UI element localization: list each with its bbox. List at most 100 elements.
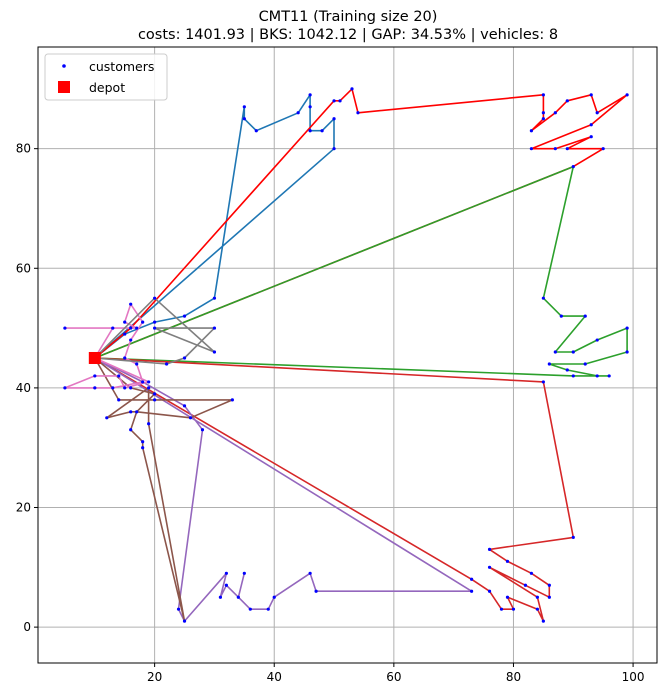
customer-point (487, 547, 492, 551)
depot-marker-group (88, 351, 101, 364)
customer-point (535, 607, 539, 611)
customer-point (93, 386, 97, 390)
customer-point (541, 619, 545, 623)
customer-point (135, 326, 139, 330)
customer-point (511, 607, 516, 611)
customer-point (625, 350, 629, 354)
route-line-1 (94, 94, 335, 359)
customer-point (176, 607, 181, 611)
customer-point (254, 129, 258, 133)
customer-point (200, 428, 205, 432)
legend-customers-label: customers (89, 59, 154, 74)
customer-point (571, 535, 575, 540)
customer-point (308, 105, 312, 109)
customer-point (272, 595, 276, 599)
customer-point (547, 595, 551, 599)
customer-point (93, 374, 97, 378)
customer-point (182, 404, 187, 408)
customer-point (147, 386, 151, 390)
customer-point (332, 99, 336, 103)
legend: customers depot (44, 53, 168, 101)
customer-point (242, 571, 246, 575)
customer-point (230, 398, 234, 402)
customer-point (308, 571, 312, 575)
customer-point (487, 565, 492, 569)
customer-point (182, 314, 187, 318)
customer-point (111, 386, 115, 390)
x-tick-label: 40 (267, 670, 282, 684)
customer-point (135, 410, 139, 414)
customer-point (308, 129, 312, 133)
customer-point (541, 296, 545, 300)
customer-point (123, 332, 127, 336)
customer-point (595, 111, 599, 115)
legend-frame (44, 53, 168, 101)
customer-point (529, 147, 534, 151)
customer-point (212, 296, 217, 300)
customer-point (332, 147, 336, 151)
depot-marker (88, 351, 101, 364)
customer-point (595, 338, 599, 342)
customer-point (63, 386, 67, 390)
customer-point (589, 123, 593, 127)
customer-point (529, 129, 534, 133)
customer-point (153, 326, 157, 330)
customer-point (129, 386, 133, 390)
customer-point (308, 93, 312, 97)
customer-point (141, 446, 145, 450)
x-tick-label: 80 (506, 670, 521, 684)
customer-point (141, 380, 145, 384)
customer-point (625, 93, 629, 97)
customer-point (505, 595, 510, 599)
customer-point (565, 99, 569, 103)
route-line-6 (94, 357, 234, 622)
customer-point (487, 589, 492, 593)
customer-point (356, 111, 360, 115)
customer-point (296, 111, 300, 115)
customer-point (117, 398, 121, 402)
y-tick-label: 0 (23, 620, 31, 634)
customer-point (218, 595, 223, 599)
customer-point (320, 129, 324, 133)
customer-point (141, 440, 145, 444)
customer-point (188, 416, 193, 420)
customer-point (553, 350, 557, 354)
customer-point (129, 428, 133, 432)
legend-depot-label: depot (89, 80, 125, 95)
customer-point (129, 302, 133, 306)
customer-point (147, 380, 151, 384)
customer-point (332, 117, 336, 121)
customer-point (338, 99, 342, 103)
customer-point (153, 320, 157, 324)
customer-point (469, 589, 474, 593)
customer-point (141, 320, 145, 324)
customer-point (535, 595, 539, 599)
customer-point (541, 111, 545, 115)
customer-point (565, 368, 569, 372)
customer-point (135, 362, 139, 366)
customer-point (583, 314, 587, 318)
customer-point (553, 111, 557, 115)
y-tick-label: 20 (16, 501, 31, 515)
route-line-8 (94, 297, 216, 365)
customer-point (153, 296, 157, 300)
customer-point (123, 386, 127, 390)
customer-point (541, 93, 545, 97)
customer-point (123, 356, 127, 360)
customer-point (571, 374, 575, 378)
customer-point (153, 398, 157, 402)
customer-point (111, 326, 115, 330)
customer-point (224, 583, 228, 587)
customer-point (589, 93, 593, 97)
customer-point (242, 117, 246, 121)
legend-depot-marker (58, 81, 70, 93)
customer-point (182, 619, 187, 623)
customer-point (553, 147, 557, 151)
customer-point (547, 362, 551, 366)
customer-point (601, 147, 605, 151)
customer-point (212, 326, 217, 330)
customer-point (541, 117, 545, 121)
axis-ticks: 20 40 60 80 100 0 20 40 60 80 (16, 142, 645, 684)
customer-point (314, 589, 318, 593)
